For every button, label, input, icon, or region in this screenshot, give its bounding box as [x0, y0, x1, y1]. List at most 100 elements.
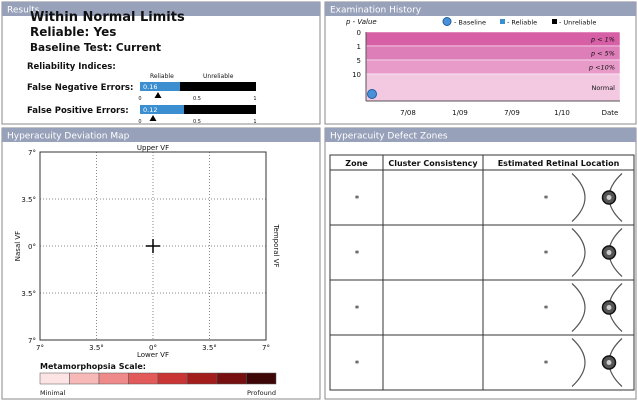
- y-label: 7°: [28, 149, 36, 157]
- scale-tick: 0: [138, 96, 141, 102]
- center-cross: [146, 239, 160, 253]
- location-mark: *: [544, 305, 549, 315]
- legend-item: - Baseline: [454, 19, 486, 27]
- scale-tick: 1: [253, 96, 256, 102]
- error-value: 0.12: [143, 106, 157, 114]
- marker-triangle: [154, 92, 162, 98]
- scale-swatch: [39, 372, 70, 385]
- scale-tick: 0.5: [193, 119, 201, 125]
- location-mark: *: [544, 360, 549, 370]
- error-label: False Negative Errors:: [27, 83, 133, 93]
- baseline-icon: [442, 17, 452, 26]
- p-value-label: p - Value: [345, 18, 377, 26]
- x-label: 7/09: [504, 109, 520, 117]
- y-label: 10: [352, 71, 361, 79]
- legend-item: - Reliable: [507, 19, 537, 27]
- y-label: 1: [357, 43, 361, 51]
- panel-header: [2, 128, 320, 142]
- upper-label: Upper VF: [137, 144, 169, 152]
- scale-swatch: [157, 372, 188, 385]
- unreliable-bar: [184, 105, 256, 114]
- reliable-icon: [500, 19, 505, 24]
- error-value: 0.16: [143, 83, 157, 91]
- baseline-point: [367, 89, 377, 99]
- x-label: 7/08: [400, 109, 416, 117]
- panel-title: Results: [7, 6, 40, 16]
- x-label: 3.5°: [202, 344, 217, 352]
- plot-border: [39, 151, 267, 341]
- scale-swatch: [128, 372, 159, 385]
- optic-cup: [606, 195, 612, 200]
- p-band: [365, 59, 621, 75]
- scale-tick: 0: [138, 119, 141, 125]
- lower-label: Lower VF: [137, 351, 169, 359]
- y-label: 7°: [28, 337, 36, 345]
- zone-mark: *: [355, 360, 360, 370]
- unreliable-bar: [180, 82, 256, 91]
- temporal-label: Temporal VF: [272, 223, 280, 267]
- unreliable-icon: [552, 19, 557, 24]
- band-label: p < 5%: [590, 50, 615, 58]
- band-label: p <10%: [588, 64, 615, 72]
- panel: [1, 127, 321, 400]
- panel: [324, 127, 637, 400]
- scale-swatch: [187, 372, 218, 385]
- scale-swatch: [98, 372, 129, 385]
- column-header: Estimated Retinal Location: [498, 159, 620, 168]
- x-label: 7°: [36, 344, 44, 352]
- y-label: 0°: [28, 243, 36, 251]
- x-label: 0°: [149, 344, 157, 352]
- scale-title: Metamorphopsia Scale:: [40, 362, 146, 371]
- location-mark: *: [544, 250, 549, 260]
- band-label: p < 1%: [590, 36, 615, 44]
- x-label: 1/10: [554, 109, 570, 117]
- panel-title: Hyperacuity Deviation Map: [7, 132, 130, 142]
- baseline: Baseline Test: Current: [30, 42, 161, 54]
- scale-swatch: [216, 372, 247, 385]
- nasal-label: Nasal VF: [14, 231, 22, 261]
- column-header: Zone: [345, 159, 368, 168]
- error-label: False Positive Errors:: [27, 106, 129, 116]
- y-label: 5: [357, 57, 361, 65]
- panel-header: [2, 2, 320, 16]
- reliable-bar: [140, 105, 184, 114]
- scale-min: Minimal: [40, 389, 66, 397]
- reliability-indices: Reliability Indices:: [27, 62, 116, 72]
- x-label: Date: [602, 109, 619, 117]
- unreliable-label: Unreliable: [203, 73, 234, 80]
- panel-header: [325, 128, 636, 142]
- optic-cup: [606, 360, 612, 365]
- scale-tick: 0.5: [193, 96, 201, 102]
- scale-max: Profound: [247, 389, 276, 397]
- band-label: Normal: [591, 84, 615, 92]
- scale-swatch: [246, 372, 277, 385]
- x-label: 3.5°: [89, 344, 104, 352]
- panel-title: Hyperacuity Defect Zones: [330, 132, 448, 142]
- reliable-label: Reliable: [150, 73, 174, 80]
- legend-item: - Unreliable: [559, 19, 596, 27]
- optic-cup: [606, 305, 612, 310]
- zone-mark: *: [355, 195, 360, 205]
- optic-cup: [606, 250, 612, 255]
- y-label: 3.5°: [21, 196, 36, 204]
- x-label: 7°: [262, 344, 270, 352]
- panel-title: Examination History: [330, 6, 422, 16]
- reliable: Reliable: Yes: [30, 25, 116, 39]
- zone-mark: *: [355, 250, 360, 260]
- status: Within Normal Limits: [30, 10, 185, 25]
- scale-tick: 1: [253, 119, 256, 125]
- y-label: 3.5°: [21, 290, 36, 298]
- p-band: [365, 45, 621, 61]
- reliable-bar: [140, 82, 180, 91]
- panel-header: [325, 2, 636, 16]
- column-header: Cluster Consistency: [388, 159, 478, 168]
- p-band: [365, 73, 621, 102]
- y-label: 0: [357, 29, 361, 37]
- scale-swatch: [69, 372, 100, 385]
- p-band: [365, 31, 621, 47]
- panel: [1, 1, 321, 125]
- marker-triangle: [149, 115, 157, 121]
- x-label: 1/09: [452, 109, 468, 117]
- zone-mark: *: [355, 305, 360, 315]
